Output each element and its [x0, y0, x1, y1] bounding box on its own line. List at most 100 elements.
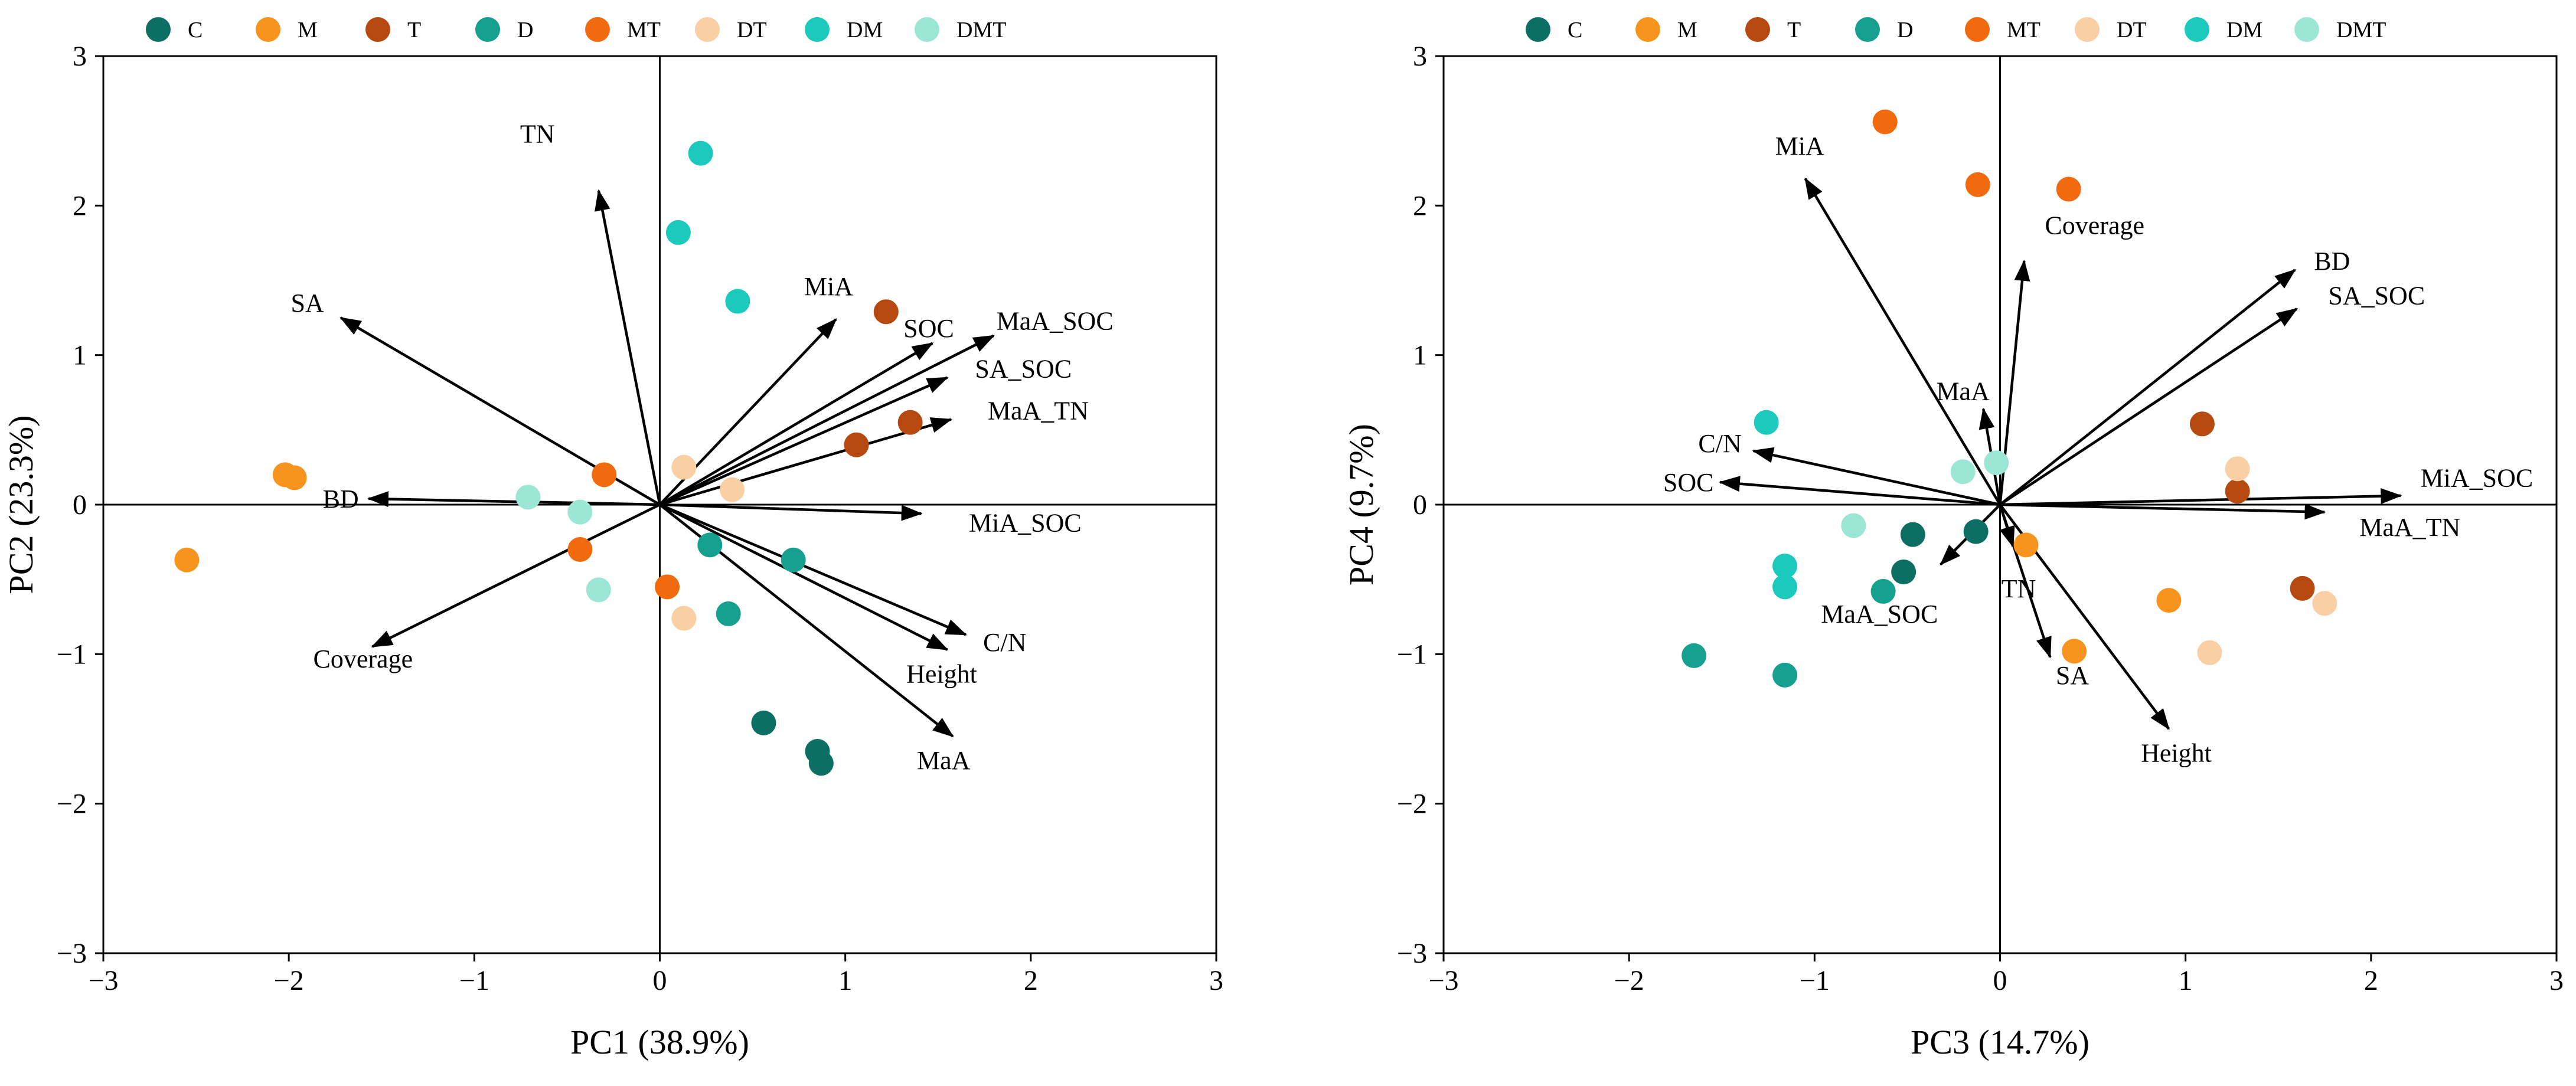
- arrow-label: SA: [2056, 661, 2089, 690]
- x-tick-label: 3: [1209, 965, 1223, 996]
- loading-arrow: BD: [323, 485, 660, 513]
- arrow-label: BD: [323, 485, 359, 513]
- loading-arrow: SA: [1999, 504, 2089, 690]
- score-point-d: [697, 532, 723, 558]
- legend-marker: [256, 17, 280, 42]
- x-tick-label: −3: [88, 965, 118, 996]
- arrow-label: SA: [290, 289, 324, 318]
- score-point-m: [174, 547, 200, 573]
- arrow-line: [659, 334, 995, 506]
- legend-marker: [2185, 17, 2209, 42]
- score-point-dmt: [567, 499, 593, 525]
- legend-marker: [805, 17, 830, 42]
- arrow-label: SOC: [1663, 468, 1714, 497]
- legend-marker: [1526, 17, 1550, 42]
- legend-item-dmt: DMT: [915, 17, 1006, 42]
- legend-label: T: [1787, 18, 1801, 42]
- legend-item-d: D: [1855, 17, 1913, 42]
- y-tick-label: 0: [73, 489, 87, 521]
- legend-label: M: [1677, 18, 1697, 42]
- y-tick-label: 0: [1413, 489, 1427, 521]
- legend-label: DM: [2226, 18, 2262, 42]
- legend-item-d: D: [475, 17, 533, 42]
- y-tick-label: 1: [73, 340, 87, 371]
- legend-label: DM: [847, 18, 883, 42]
- loading-arrow: MiA: [658, 272, 853, 506]
- arrow-label: MaA: [1936, 377, 1990, 405]
- arrow-label: MiA_SOC: [969, 508, 1082, 537]
- legend-label: C: [1568, 18, 1582, 42]
- score-point-dm: [688, 140, 713, 166]
- score-point-mt: [567, 537, 593, 562]
- score-point-t: [844, 432, 869, 457]
- legend-item-t: T: [1745, 17, 1801, 42]
- arrow-line: [659, 503, 967, 636]
- loading-arrow: Coverage: [1999, 211, 2144, 505]
- loading-arrow: BD: [1999, 247, 2350, 506]
- x-tick-label: −2: [1614, 965, 1644, 996]
- legend-marker: [585, 17, 610, 42]
- score-point-mt: [1872, 109, 1898, 135]
- score-point-dm: [665, 220, 691, 245]
- score-point-dt: [720, 477, 745, 502]
- score-point-mt: [2056, 176, 2081, 202]
- legend-marker: [365, 17, 390, 42]
- x-tick-label: 1: [2179, 965, 2193, 996]
- legend-label: T: [407, 18, 421, 42]
- score-point-dm: [1772, 553, 1798, 578]
- arrow-label: SA_SOC: [2328, 281, 2425, 310]
- arrow-label: MiA: [804, 272, 853, 301]
- arrow-line: [1999, 504, 2052, 659]
- score-point-dmt: [1950, 459, 1976, 485]
- arrow-line: [1718, 476, 2000, 506]
- arrow-line: [2000, 503, 2326, 520]
- score-point-d: [781, 547, 806, 573]
- score-point-d: [1870, 578, 1896, 604]
- y-tick-label: 3: [73, 41, 87, 72]
- legend-item-dt: DT: [2075, 17, 2147, 42]
- loading-arrows: TN SA BD Coverage MiA SOC MaA_SOC SA_SOC MaA_TN M…: [290, 120, 1113, 775]
- score-point-dm: [1754, 410, 1779, 435]
- legend-item-mt: MT: [585, 17, 661, 42]
- y-axis-title: PC2 (23.3%): [2, 416, 40, 594]
- arrow-label: MaA_SOC: [997, 306, 1114, 335]
- legend-marker: [1635, 17, 1660, 42]
- legend-marker: [146, 17, 171, 42]
- score-point-c: [1891, 560, 1917, 584]
- score-point-dm: [725, 289, 750, 314]
- legend-item-m: M: [1635, 17, 1697, 42]
- score-point-m: [282, 465, 307, 490]
- score-point-dt: [2225, 456, 2250, 482]
- legend-label: DMT: [2336, 18, 2386, 42]
- x-tick-label: 0: [1993, 965, 2007, 996]
- legend-label: M: [298, 18, 318, 42]
- arrow-label: C/N: [983, 628, 1026, 657]
- legend-label: MT: [627, 18, 661, 42]
- score-point-mt: [1965, 172, 1990, 197]
- legend-item-mt: MT: [1965, 17, 2040, 42]
- legend-marker: [1745, 17, 1770, 42]
- x-tick-label: −3: [1428, 965, 1458, 996]
- y-axis-title: PC4 (9.7%): [1342, 424, 1380, 585]
- score-point-d: [1772, 662, 1798, 688]
- score-point-mt: [592, 462, 617, 488]
- score-point-dmt: [1841, 513, 1866, 538]
- arrow-line: [659, 342, 934, 506]
- arrow-line: [659, 376, 949, 506]
- legend-marker: [695, 17, 720, 42]
- y-tick-label: −3: [1397, 938, 1427, 969]
- legend-item-c: C: [1526, 17, 1582, 42]
- y-tick-label: 3: [1413, 41, 1427, 72]
- loading-arrow: MiA_SOC: [659, 503, 1082, 537]
- loading-arrow: C/N: [1698, 429, 2000, 506]
- legend-item-dm: DM: [805, 17, 883, 42]
- x-tick-label: 2: [2364, 965, 2378, 996]
- score-point-dt: [2197, 640, 2222, 665]
- y-tick-label: −2: [57, 789, 87, 820]
- x-tick-label: −1: [459, 965, 489, 996]
- loading-arrow: TN: [520, 120, 661, 505]
- arrow-line: [659, 503, 923, 521]
- arrow-line: [1804, 177, 2002, 506]
